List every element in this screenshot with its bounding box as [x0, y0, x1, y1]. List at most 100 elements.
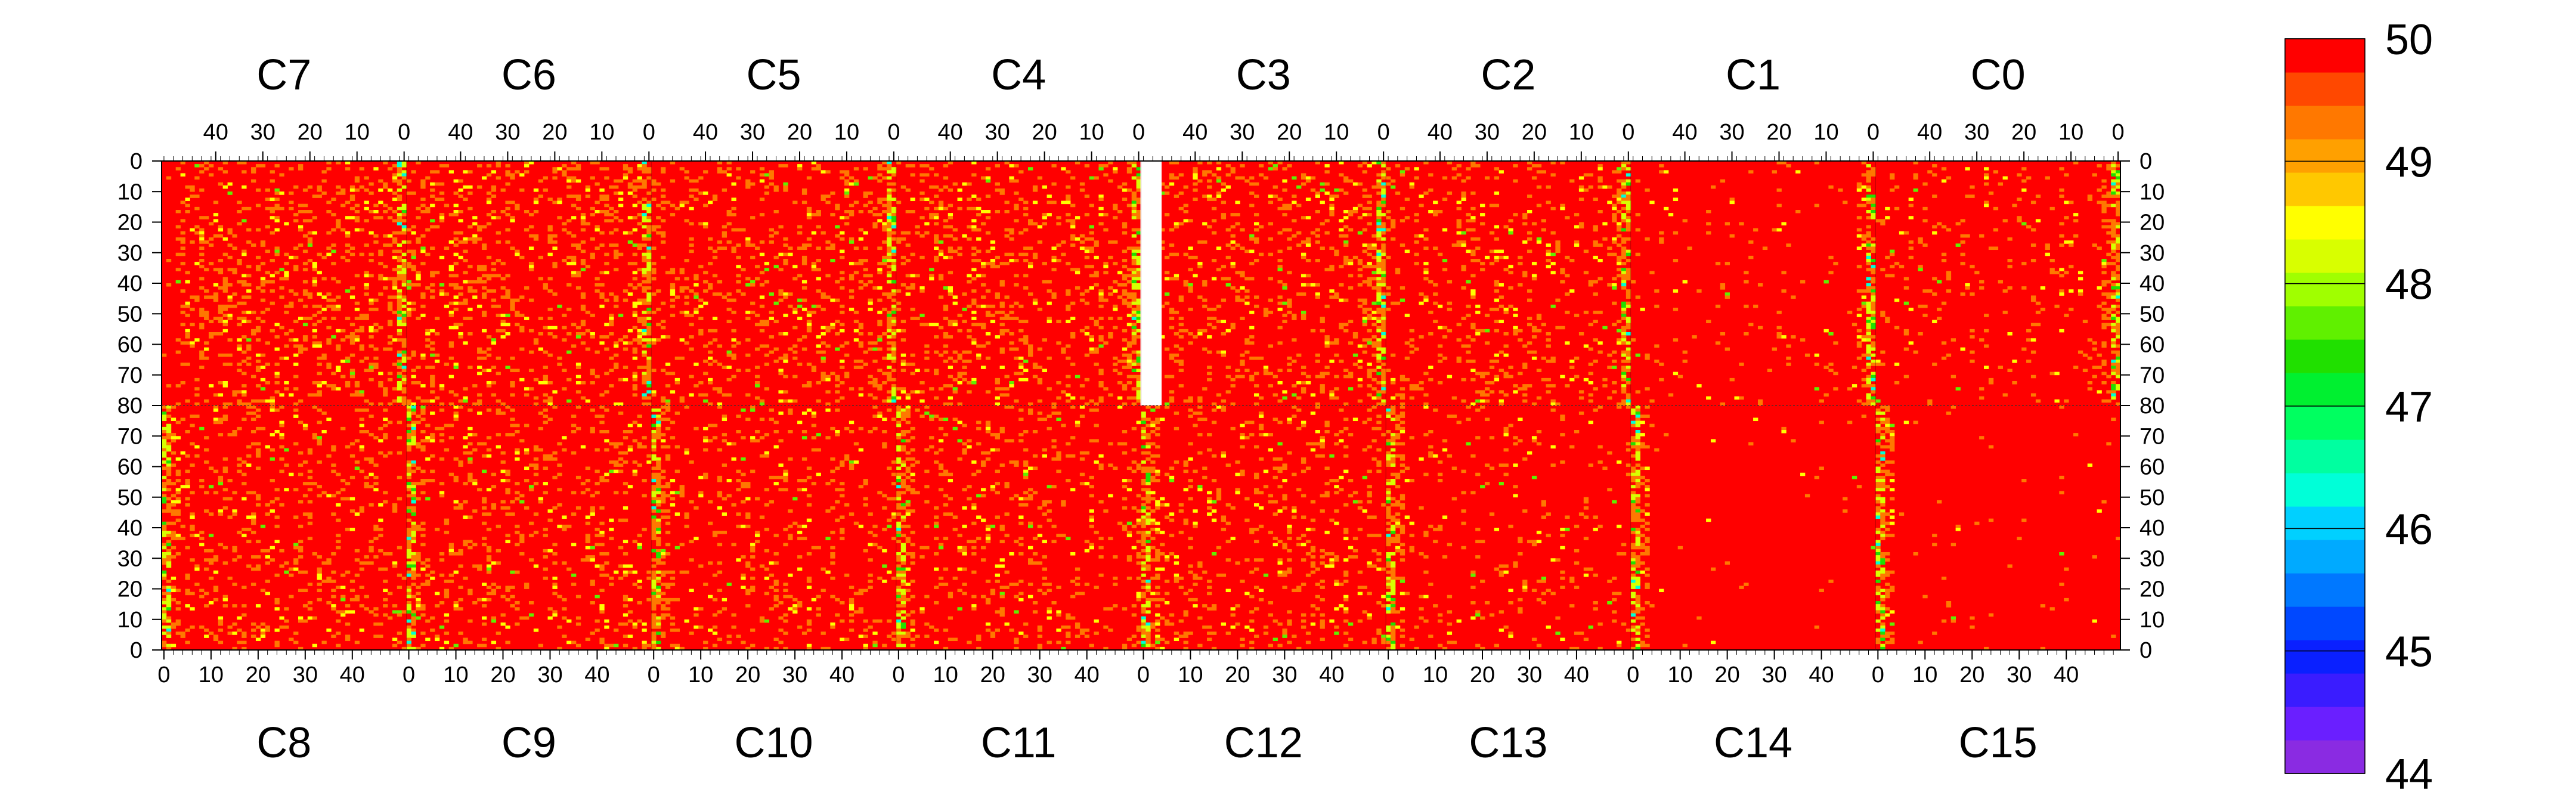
heatmap-cell	[439, 255, 445, 259]
heatmap-cell	[783, 164, 788, 168]
heatmap-cell	[609, 206, 614, 210]
heatmap-cell	[435, 396, 440, 400]
heatmap-cell	[1367, 277, 1372, 281]
heatmap-cell	[552, 200, 558, 205]
heatmap-cell	[703, 280, 708, 284]
heatmap-cell	[1178, 360, 1184, 363]
heatmap-cell	[1051, 255, 1057, 259]
heatmap-cell	[1202, 387, 1208, 391]
heatmap-cell	[1871, 292, 1876, 296]
heatmap-cell	[1004, 210, 1010, 213]
heatmap-cell	[1626, 179, 1631, 183]
heatmap-cell	[1861, 185, 1866, 189]
heatmap-cell	[566, 176, 572, 180]
heatmap-cell	[317, 185, 322, 189]
heatmap-cell	[1268, 371, 1274, 376]
heatmap-cell	[835, 298, 840, 302]
heatmap-cell	[614, 243, 619, 247]
heatmap-cell	[801, 243, 807, 247]
heatmap-cell	[1094, 320, 1099, 324]
heatmap-cell	[642, 216, 647, 219]
heatmap-cell	[1023, 377, 1029, 382]
heatmap-cell	[703, 191, 708, 195]
heatmap-cell	[378, 292, 383, 296]
heatmap-cell	[915, 369, 920, 373]
heatmap-cell	[458, 323, 463, 327]
heatmap-cell	[646, 255, 652, 259]
heatmap-cell	[448, 314, 454, 317]
heatmap-cell	[849, 182, 854, 186]
heatmap-cell	[1282, 283, 1287, 287]
heatmap-cell	[750, 255, 756, 259]
heatmap-cell	[1612, 206, 1617, 210]
heatmap-cell	[185, 280, 190, 284]
heatmap-cell	[1174, 222, 1179, 226]
heatmap-cell	[948, 271, 953, 275]
heatmap-cell	[708, 341, 713, 345]
heatmap-cell	[575, 167, 581, 171]
heatmap-cell	[759, 167, 765, 171]
heatmap-cell	[1419, 292, 1424, 296]
heatmap-cell	[642, 396, 647, 400]
heatmap-cell	[967, 182, 972, 186]
heatmap-cell	[227, 191, 233, 195]
heatmap-cell	[237, 369, 242, 373]
heatmap-cell	[260, 311, 266, 314]
heatmap-cell	[204, 314, 209, 317]
heatmap-cell	[1254, 371, 1259, 376]
heatmap-cell	[651, 277, 657, 281]
heatmap-cell	[1871, 341, 1876, 345]
heatmap-cell	[1164, 374, 1170, 379]
heatmap-cell	[599, 271, 605, 275]
heatmap-cell	[1617, 210, 1622, 213]
heatmap-cell	[929, 387, 934, 391]
heatmap-cell	[242, 317, 247, 320]
heatmap-cell	[463, 396, 468, 400]
heatmap-cell	[227, 298, 233, 302]
heatmap-cell	[840, 170, 845, 174]
heatmap-cell	[1357, 360, 1363, 363]
heatmap-cell	[693, 308, 699, 311]
heatmap-cell	[830, 326, 835, 330]
heatmap-cell	[1371, 265, 1377, 268]
heatmap-cell	[251, 243, 256, 247]
heatmap-cell	[397, 219, 402, 222]
heatmap-cell	[416, 237, 421, 241]
heatmap-cell	[1160, 191, 1165, 195]
heatmap-cell	[222, 323, 228, 327]
heatmap-cell	[1014, 357, 1019, 360]
heatmap-cell	[185, 363, 190, 366]
heatmap-cell	[364, 314, 369, 317]
heatmap-cell	[378, 262, 383, 265]
heatmap-cell	[835, 377, 840, 382]
heatmap-cell	[618, 203, 624, 208]
heatmap-cell	[849, 176, 854, 180]
heatmap-cell	[1263, 369, 1269, 373]
heatmap-cell	[463, 185, 468, 189]
heatmap-cell	[952, 360, 958, 363]
heatmap-cell	[274, 249, 280, 253]
heatmap-cell	[646, 268, 652, 271]
heatmap-cell	[726, 350, 732, 354]
heatmap-cell	[1108, 255, 1113, 259]
heatmap-cell	[1004, 234, 1010, 238]
heatmap-cell	[1357, 377, 1363, 382]
heatmap-cell	[242, 320, 247, 324]
heatmap-cell	[496, 274, 501, 278]
heatmap-cell	[208, 173, 214, 177]
heatmap-cell	[1272, 185, 1278, 189]
heatmap-cell	[255, 369, 261, 373]
heatmap-cell	[1470, 326, 1476, 330]
heatmap-cell	[887, 390, 892, 394]
heatmap-cell	[1894, 298, 1900, 302]
heatmap-cell	[1136, 360, 1141, 363]
heatmap-cell	[1235, 213, 1240, 216]
heatmap-cell	[1079, 246, 1085, 250]
heatmap-cell	[1315, 402, 1320, 406]
heatmap-cell	[816, 259, 821, 262]
heatmap-cell	[1423, 191, 1429, 195]
heatmap-cell	[1367, 314, 1372, 317]
heatmap-cell	[1235, 369, 1240, 373]
heatmap-cell	[510, 357, 515, 360]
heatmap-cell	[369, 298, 374, 302]
